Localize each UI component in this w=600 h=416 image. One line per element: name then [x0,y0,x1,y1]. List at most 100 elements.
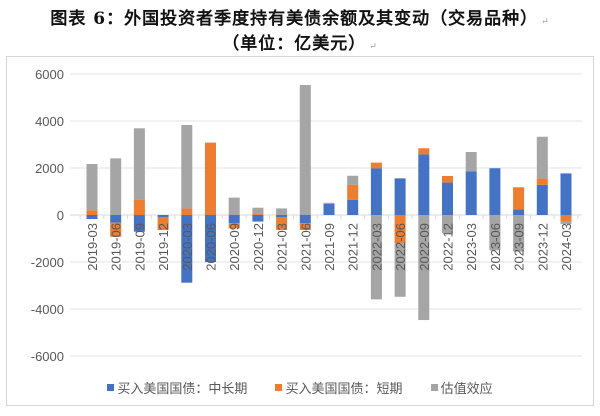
bar-segment [442,215,453,234]
bar-segment [536,178,548,185]
legend-item-short-term: 买入美国国债：短期 [275,378,403,397]
bar-segment [299,85,311,215]
bar-segment [489,168,501,215]
bar-segment [513,209,525,215]
bar-segment [110,222,122,237]
bar-segment [276,208,288,215]
chart-subtitle: （单位：亿美元） ↵ [0,29,600,54]
chart-legend: 买入美国国债：中长期 买入美国国债：短期 估值效应 [0,378,600,397]
bar-segment [181,208,193,215]
bar-segment [465,152,477,172]
paragraph-mark-icon: ↵ [369,42,378,52]
bar-segment [86,210,98,215]
bar-segment [181,215,193,283]
bar-segment [560,221,572,224]
x-category-label: 2023-06 [488,223,503,271]
x-category-label: 2023-09 [512,223,527,271]
bar-segment [370,162,382,169]
x-category-label: 2021-03 [275,223,290,271]
bar-segment [536,184,548,215]
bar-segment [347,199,359,215]
bar-segment [157,215,169,218]
bar-segment [394,215,406,244]
y-tick-label: -4000 [31,302,64,317]
y-tick-label: 4000 [35,114,64,129]
bar-segment [252,215,264,222]
bar-segment [252,214,264,215]
x-category-label: 2021-06 [298,223,313,271]
x-category-label: 2020-12 [251,223,266,271]
legend-label: 估值效应 [440,382,493,397]
bar-segment [86,164,98,211]
x-category-label: 2023-12 [535,223,550,271]
bar-segment [205,215,216,262]
legend-swatch-icon [107,384,115,391]
chart-subtitle-text: （单位：亿美元） [222,34,367,54]
bar-segment [394,178,406,215]
bar-segment [299,223,311,231]
bar-segment [536,136,548,179]
bar-segment [347,175,359,185]
x-category-label: 2019-06 [109,223,124,271]
paragraph-mark-icon: ↵ [541,17,550,27]
x-category-label: 2019-09 [132,223,147,271]
bar-segment [418,215,430,321]
bar-segment [442,175,453,183]
bar-segment [323,203,335,215]
bar-segment [560,215,572,222]
x-category-label: 2020-06 [204,223,219,271]
x-category-label: 2022-03 [369,223,384,271]
bar-segment [370,215,382,300]
bar-segment [110,158,122,215]
legend-swatch-icon [275,384,283,391]
bar-segment [370,168,382,215]
legend-label: 买入美国国债：短期 [285,382,403,397]
bar-segment [181,124,193,209]
y-tick-label: 2000 [35,161,64,176]
bar-segment [442,182,453,215]
bar-segment [133,199,145,215]
bar-segment [228,215,240,224]
x-category-label: 2020-09 [227,223,242,271]
legend-swatch-icon [430,384,438,391]
bar-segment [513,215,525,252]
bar-segment [133,215,145,232]
x-category-label: 2021-09 [322,223,337,271]
legend-label: 买入美国国债：中长期 [117,382,248,397]
bar-segment [465,171,477,215]
x-category-label: 2023-03 [464,223,479,271]
bar-segment [228,223,240,229]
bar-segment [205,142,216,215]
y-tick-label: -6000 [31,349,64,364]
x-category-label: 2019-03 [85,223,100,271]
x-category-label: 2020-03 [180,223,195,271]
x-category-label: 2024-03 [559,223,574,271]
bar-segment [513,187,525,210]
bar-segment [489,215,501,251]
y-tick-label: 6000 [35,67,64,82]
chart-title-text: 图表 6：外国投资者季度持有美债余额及其变动（交易品种） [50,9,539,29]
x-category-label: 2019-12 [156,223,171,271]
x-category-label: 2022-12 [441,223,456,271]
bar-segment [394,243,406,297]
bar-segment [560,173,572,215]
bar-segment [323,202,335,204]
bar-segment [133,128,145,200]
x-category-label: 2022-09 [417,223,432,271]
x-category-label: 2022-06 [393,223,408,271]
legend-item-long-term: 买入美国国债：中长期 [107,378,247,397]
bar-segment [110,215,122,223]
bar-segment [299,215,311,224]
bar-segment [228,197,240,215]
y-tick-label: 0 [57,208,64,223]
x-category-label: 2021-12 [346,223,361,271]
bar-segment [252,207,264,215]
bar-segment [418,148,430,155]
bar-segment [276,215,288,218]
y-tick-label: -2000 [31,255,64,270]
bar-segment [157,217,169,231]
bar-segment [276,217,288,231]
bar-segment [86,215,98,219]
bar-segment [418,154,430,215]
